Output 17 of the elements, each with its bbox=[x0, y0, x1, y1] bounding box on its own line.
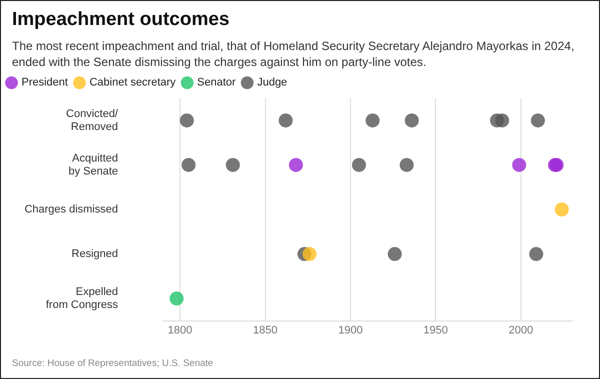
x-tick-label: 1800 bbox=[168, 324, 192, 336]
legend-label: President bbox=[22, 76, 68, 89]
chart-title: Impeachment outcomes bbox=[12, 9, 230, 31]
legend-label: Senator bbox=[197, 76, 236, 89]
x-tick-label: 1950 bbox=[423, 324, 448, 336]
x-tick-label: 2000 bbox=[508, 324, 534, 336]
legend-label: Judge bbox=[257, 76, 288, 89]
x-tick-label: 1850 bbox=[253, 324, 278, 336]
legend-label: Cabinet secretary bbox=[89, 76, 176, 89]
y-tick-label: Expelled from Congress bbox=[46, 286, 118, 312]
y-tick-label: Resigned bbox=[72, 248, 118, 260]
y-tick-label: Acquitted by Senate bbox=[68, 152, 118, 178]
x-tick-label: 1900 bbox=[338, 324, 363, 336]
y-tick-label: Charges dismissed bbox=[24, 204, 118, 216]
chart-subtitle: The most recent impeachment and trial, that of Homeland Security Secretary Alejandro Mayorkas in 2024, ended with the Senate dismissing the charges against him on party-line votes. bbox=[12, 38, 576, 70]
source-note: Source: House of Representatives; U.S. Senate bbox=[12, 358, 214, 369]
y-tick-label: Convicted/ Removed bbox=[66, 108, 119, 134]
